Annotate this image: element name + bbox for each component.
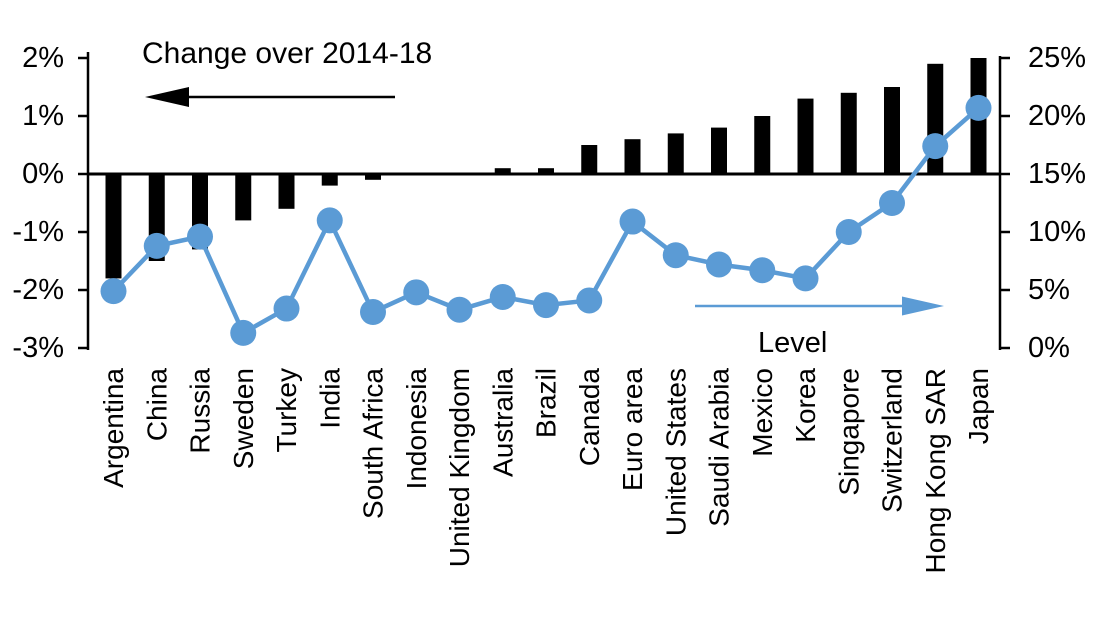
bar-australia bbox=[494, 168, 511, 174]
marker-russia bbox=[187, 223, 213, 250]
bar-sweden bbox=[235, 174, 252, 221]
right-axis-tick-label: 0% bbox=[1028, 332, 1070, 364]
marker-south-africa bbox=[360, 299, 386, 326]
bar-brazil bbox=[538, 168, 554, 174]
category-label-indonesia: Indonesia bbox=[401, 368, 432, 490]
category-label-turkey: Turkey bbox=[271, 368, 302, 453]
axis-tick-labels: 2% 1% 0% -1% -2% -3% 25% 20% 15% 10% 5% 0% bbox=[12, 42, 1086, 364]
right-axis-tick-label: 25% bbox=[1028, 42, 1086, 74]
bar-series-label: Change over 2014-18 bbox=[142, 37, 432, 70]
marker-euro-area bbox=[619, 208, 646, 235]
marker-united-states bbox=[662, 242, 689, 269]
bar-singapore bbox=[840, 92, 857, 174]
marker-brazil bbox=[533, 292, 559, 319]
bar-turkey bbox=[278, 174, 295, 209]
marker-argentina bbox=[100, 278, 127, 305]
right-axis-tick-label: 10% bbox=[1028, 216, 1086, 248]
category-label-china: China bbox=[141, 368, 172, 442]
bar-canada bbox=[581, 145, 598, 174]
category-label-euro-area: Euro area bbox=[617, 368, 648, 491]
category-label-russia: Russia bbox=[185, 368, 216, 454]
left-axis-tick-label: -2% bbox=[12, 274, 64, 306]
bar-series bbox=[105, 58, 987, 279]
right-axis-tick-label: 15% bbox=[1028, 158, 1086, 190]
marker-canada bbox=[576, 287, 603, 314]
marker-china bbox=[143, 232, 170, 259]
category-label-hong-kong-sar: Hong Kong SAR bbox=[920, 368, 951, 573]
line-series-label: Level bbox=[758, 327, 827, 359]
marker-australia bbox=[489, 283, 516, 310]
category-label-australia: Australia bbox=[487, 368, 518, 477]
category-label-united-kingdom: United Kingdom bbox=[444, 368, 475, 567]
marker-turkey bbox=[273, 295, 300, 322]
category-label-japan: Japan bbox=[963, 368, 994, 444]
left-axis-tick-label: -3% bbox=[12, 332, 64, 364]
right-arrow-icon bbox=[695, 296, 944, 316]
category-label-india: India bbox=[314, 368, 345, 429]
left-axis-tick-label: 0% bbox=[22, 158, 64, 190]
category-label-singapore: Singapore bbox=[833, 368, 864, 496]
marker-sweden bbox=[230, 319, 257, 346]
left-axis-tick-label: 2% bbox=[22, 42, 64, 74]
bar-switzerland bbox=[884, 87, 900, 174]
marker-united-kingdom bbox=[446, 296, 473, 323]
right-axis-tick-label: 20% bbox=[1028, 100, 1086, 132]
category-label-argentina: Argentina bbox=[98, 368, 129, 488]
line-series bbox=[100, 94, 992, 346]
category-label-korea: Korea bbox=[790, 368, 821, 443]
bar-mexico bbox=[754, 116, 771, 174]
marker-switzerland bbox=[879, 190, 905, 216]
marker-indonesia bbox=[403, 279, 430, 306]
right-axis-tick-label: 5% bbox=[1028, 274, 1070, 306]
category-label-canada: Canada bbox=[574, 368, 605, 467]
left-arrow-icon bbox=[145, 87, 395, 107]
marker-japan bbox=[965, 94, 992, 121]
category-label-mexico: Mexico bbox=[747, 368, 778, 457]
marker-saudi-arabia bbox=[706, 251, 732, 278]
bar-korea bbox=[797, 98, 814, 174]
bar-south-africa bbox=[365, 174, 381, 180]
left-axis-tick-label: -1% bbox=[12, 216, 64, 248]
category-label-saudi-arabia: Saudi Arabia bbox=[704, 368, 735, 527]
marker-hong-kong-sar bbox=[922, 133, 949, 160]
bar-saudi-arabia bbox=[711, 127, 727, 174]
marker-india bbox=[316, 207, 343, 234]
category-label-sweden: Sweden bbox=[228, 368, 259, 469]
category-label-south-africa: South Africa bbox=[358, 368, 389, 519]
bar-united-states bbox=[667, 133, 684, 174]
category-label-switzerland: Switzerland bbox=[877, 368, 908, 513]
category-labels: Argentina China Russia Sweden Turkey India Sou… bbox=[98, 368, 994, 574]
marker-singapore bbox=[835, 219, 862, 245]
bar-india bbox=[321, 174, 338, 186]
bar-euro-area bbox=[624, 139, 641, 174]
category-label-brazil: Brazil bbox=[531, 368, 562, 438]
category-label-united-states: United States bbox=[660, 368, 691, 536]
marker-korea bbox=[792, 265, 819, 292]
marker-mexico bbox=[749, 257, 776, 284]
left-axis-tick-label: 1% bbox=[22, 100, 64, 132]
bar-argentina bbox=[105, 174, 122, 279]
